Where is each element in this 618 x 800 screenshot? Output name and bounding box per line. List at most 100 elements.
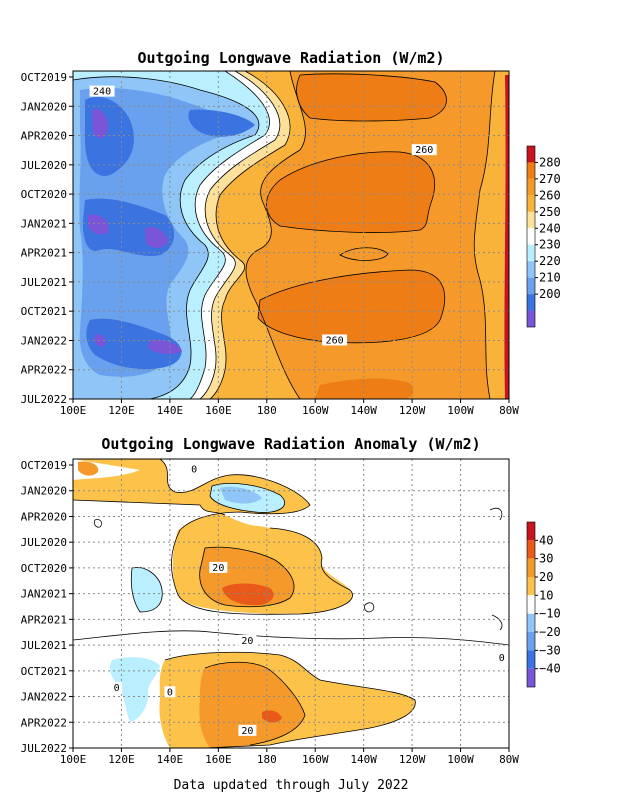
contour-label: 20 (241, 636, 253, 647)
x-tick-label: 120E (108, 404, 135, 417)
y-tick-label: JUL2022 (21, 742, 67, 755)
y-tick-label: OCT2020 (21, 188, 67, 201)
anomaly-colorbar: 40 30 20 10 −10 −20 −30 −40 (526, 521, 561, 688)
anomaly-contour-0-a (159, 459, 353, 615)
y-tick-label: OCT2021 (21, 305, 67, 318)
colorbar-tick-label: 220 (539, 254, 561, 268)
colorbar-swatch (527, 540, 535, 559)
anomaly-region-pos-nw (78, 461, 99, 476)
colorbar-swatch (527, 650, 535, 669)
contour-label: 0 (191, 464, 197, 475)
contour-label-bg (164, 686, 176, 698)
anomaly-contour-0-b (73, 499, 226, 516)
colorbar-swatch (527, 668, 535, 687)
colorbar-tick-label: 230 (539, 238, 561, 252)
colorbar-tick-label: 200 (539, 287, 561, 301)
colorbar-swatch (527, 211, 535, 229)
contour-label: 260 (415, 145, 433, 156)
olr-region-190 (82, 96, 255, 370)
contour-label-bg (238, 634, 257, 646)
y-tick-label: JUL2022 (21, 393, 67, 406)
anomaly-region-neg10 (110, 483, 285, 722)
x-tick-label: 160W (302, 404, 329, 417)
colorbar-swatch (527, 577, 535, 596)
contour-label-bg (322, 334, 348, 346)
colorbar-tick-label: 10 (539, 588, 553, 602)
olr-contour-260-east (473, 71, 496, 399)
olr-anomaly-title: Outgoing Longwave Radiation Anomaly (W/m… (101, 435, 480, 453)
olr-title: Outgoing Longwave Radiation (W/m2) (137, 49, 444, 67)
olr-plot-frame (72, 70, 510, 400)
olr-colorbar: 280 270 260 250 240 230 220 210 200 (526, 145, 561, 328)
colorbar-swatch (527, 595, 535, 614)
x-tick-label: 100W (447, 404, 474, 417)
y-tick-label: JAN2020 (21, 485, 67, 498)
x-tick-label: 140E (157, 753, 184, 766)
olr-region-270 (258, 73, 447, 399)
olr-x-axis: 100E 120E 140E 160E 180 160W 140W 120W 100W 80W (60, 399, 519, 417)
y-tick-label: OCT2019 (21, 459, 67, 472)
y-tick-label: JUL2021 (21, 276, 67, 289)
y-tick-label: OCT2020 (21, 562, 67, 575)
colorbar-swatch (527, 146, 535, 163)
colorbar-tick-label: −20 (539, 625, 561, 639)
colorbar-tick-label: −40 (539, 662, 561, 676)
y-tick-label: APR2021 (21, 247, 67, 260)
colorbar-swatch (527, 522, 535, 541)
contour-label: 260 (326, 335, 344, 346)
colorbar-swatch (527, 613, 535, 632)
footer-note: Data updated through July 2022 (174, 778, 409, 793)
contour-label-bg (411, 144, 437, 156)
y-tick-label: JUL2020 (21, 536, 67, 549)
colorbar-tick-label: 20 (539, 570, 553, 584)
olr-contour-240 (199, 71, 281, 399)
y-tick-label: APR2022 (21, 364, 67, 377)
x-tick-label: 180 (257, 404, 277, 417)
contour-label: 20 (212, 563, 224, 574)
colorbar-tick-label: 240 (539, 221, 561, 235)
colorbar-swatch (527, 178, 535, 196)
y-tick-label: APR2020 (21, 130, 67, 143)
anomaly-contour-20 (199, 546, 306, 746)
x-tick-label: 140W (350, 753, 377, 766)
colorbar-tick-label: 260 (539, 188, 561, 202)
olr-region-180 (88, 109, 182, 355)
x-tick-label: 100E (60, 404, 87, 417)
colorbar-swatch (527, 244, 535, 262)
y-tick-label: JUL2020 (21, 159, 67, 172)
anomaly-y-axis: OCT2019 JAN2020 APR2020 JUL2020 OCT2020 JAN20… (21, 459, 73, 755)
y-tick-label: JAN2022 (21, 691, 67, 704)
y-tick-label: APR2022 (21, 716, 67, 729)
olr-anomaly-field (73, 459, 509, 748)
x-tick-label: 100W (447, 753, 474, 766)
colorbar-swatch (527, 195, 535, 212)
olr-contour-230 (189, 71, 270, 399)
anomaly-grid (73, 459, 509, 748)
olr-y-axis: OCT2019 JAN2020 APR2020 JUL2020 OCT2020 JAN20… (21, 71, 73, 406)
colorbar-swatch (527, 261, 535, 278)
y-tick-label: JAN2021 (21, 588, 67, 601)
anomaly-region-pos20 (199, 547, 305, 748)
x-tick-label: 180 (257, 753, 277, 766)
colorbar-swatch (527, 558, 535, 577)
y-tick-label: JAN2022 (21, 334, 67, 347)
x-tick-label: 140E (157, 404, 184, 417)
y-tick-label: OCT2019 (21, 71, 67, 84)
contour-label: 0 (167, 687, 173, 698)
contour-label-bg (111, 681, 123, 693)
anomaly-contour-labels: 020200002020 (111, 463, 508, 737)
colorbar-swatch (527, 310, 535, 327)
x-tick-label: 160E (205, 404, 232, 417)
olr-contour-250 (209, 71, 291, 399)
contour-label-bg (238, 724, 257, 736)
anomaly-contour-neg10 (130, 483, 286, 613)
anomaly-region-pos30 (222, 583, 282, 723)
olr-anomaly-panel: Outgoing Longwave Radiation Anomaly (W/m… (21, 435, 561, 766)
y-tick-label: APR2021 (21, 613, 67, 626)
anomaly-x-axis: 100E 120E 140E 160E 180 160W 140W 120W 100W 80W (60, 748, 519, 766)
x-tick-label: 120E (108, 753, 135, 766)
x-tick-label: 120W (399, 753, 426, 766)
x-tick-label: 140W (350, 404, 377, 417)
colorbar-tick-label: −30 (539, 643, 561, 657)
